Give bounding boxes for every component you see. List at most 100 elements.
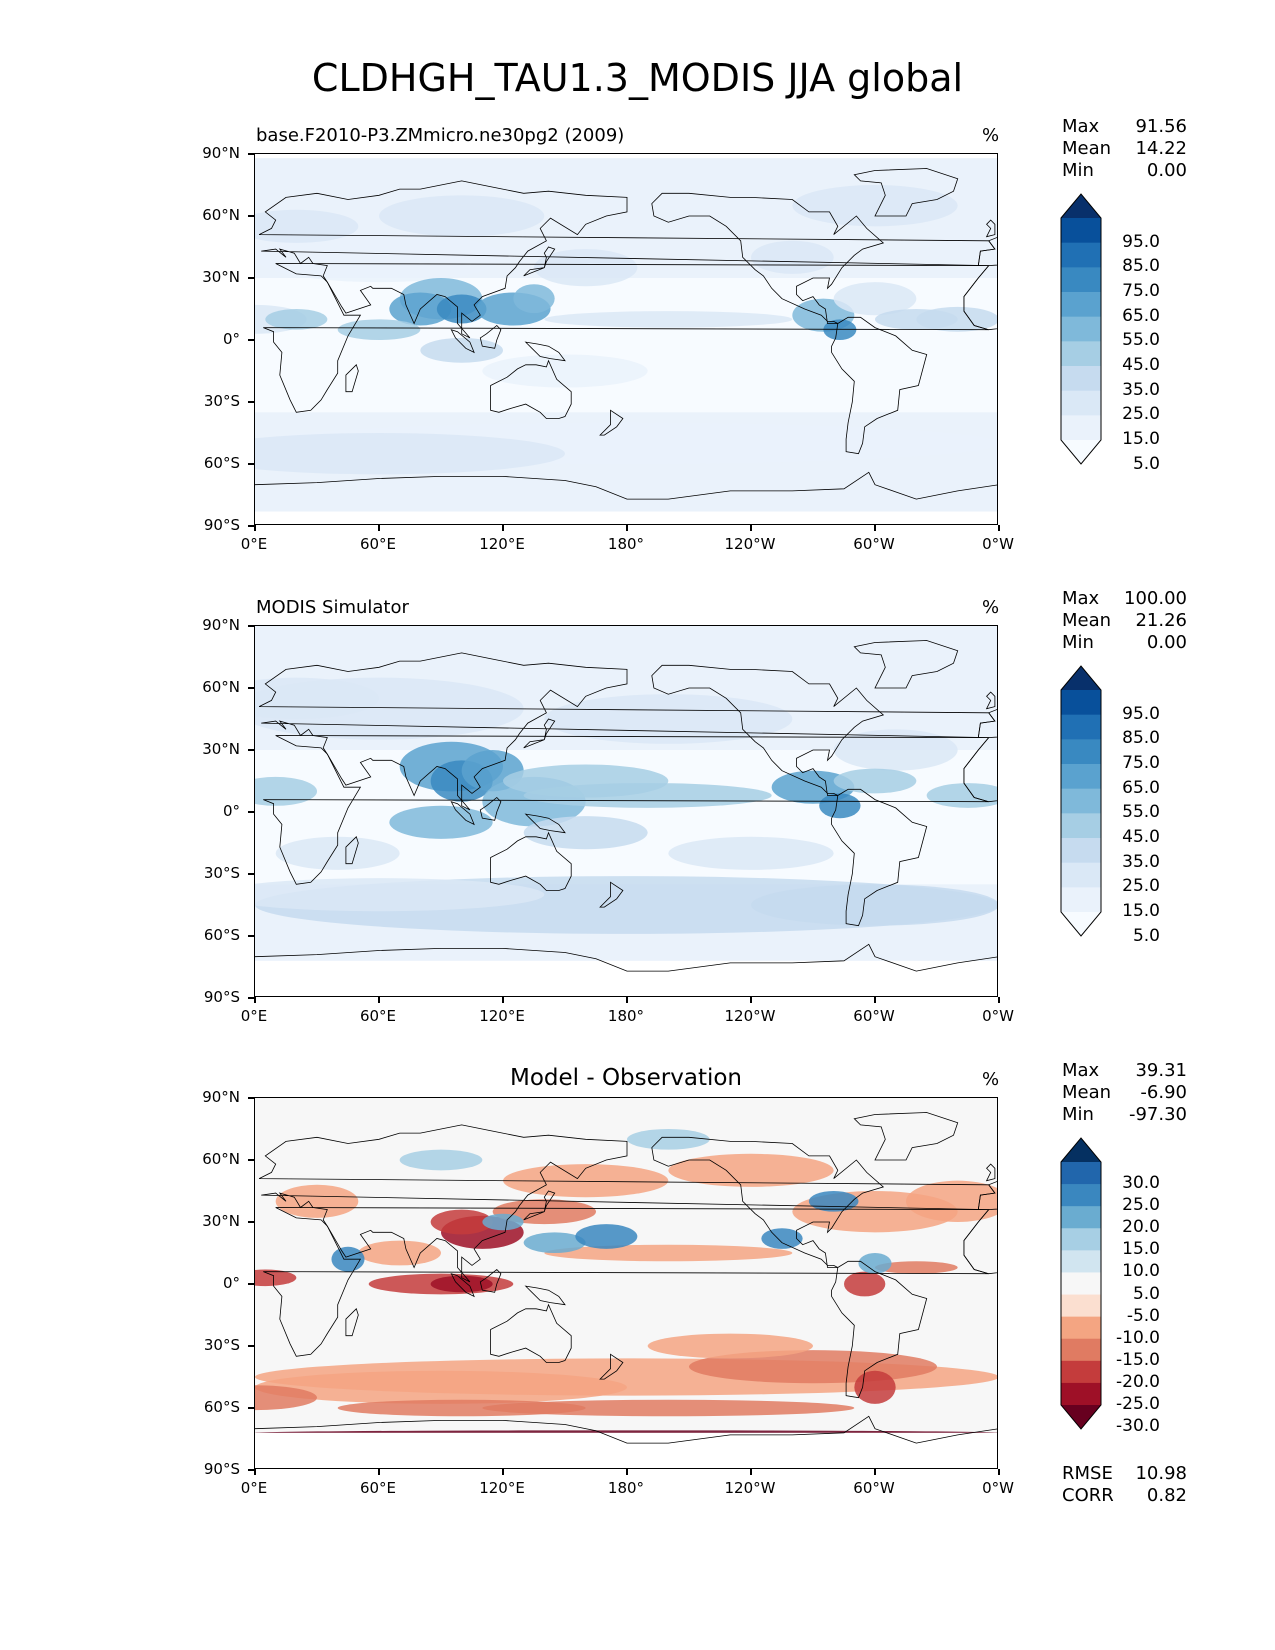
coastline-iberia-wrap bbox=[977, 709, 997, 738]
metric-corr-value: 0.82 bbox=[1146, 1485, 1187, 1506]
lat-tick-label: 60°S bbox=[203, 1398, 240, 1416]
colorbar-swatch bbox=[1061, 1294, 1101, 1318]
lon-tick-mark bbox=[750, 997, 752, 1003]
lon-tick-label: 0°E bbox=[240, 1007, 268, 1025]
lon-tick-mark bbox=[626, 525, 628, 531]
lat-tick-mark bbox=[248, 215, 254, 217]
lat-tick-label: 0° bbox=[222, 1274, 240, 1292]
colorbar-swatch bbox=[1061, 1360, 1101, 1384]
colorbar-tick-label: 95.0 bbox=[1122, 703, 1160, 724]
lat-tick-label: 90°S bbox=[203, 988, 240, 1006]
colorbar-swatch bbox=[1061, 1316, 1101, 1340]
coastline-new-guinea bbox=[524, 341, 566, 362]
coastlines bbox=[255, 640, 997, 972]
colorbar-tick-label: 45.0 bbox=[1122, 355, 1160, 375]
lon-tick-mark bbox=[502, 997, 504, 1003]
colorbar-extend-max bbox=[1061, 1138, 1101, 1162]
colorbar-swatch bbox=[1061, 1162, 1101, 1185]
coastline-uk bbox=[985, 1163, 996, 1182]
coastline-uk bbox=[985, 219, 996, 238]
coastline-antarctica bbox=[255, 943, 997, 972]
lat-tick-mark bbox=[248, 1283, 254, 1285]
colorbar-tick-label: 25.0 bbox=[1122, 404, 1160, 425]
lon-tick-mark bbox=[502, 1469, 504, 1475]
stat-max-value: 100.00 bbox=[1124, 588, 1187, 609]
lat-tick-mark bbox=[248, 1097, 254, 1099]
lon-tick-label: 120°W bbox=[724, 1479, 776, 1497]
coastline-australia bbox=[490, 359, 572, 419]
map-panel bbox=[254, 153, 998, 525]
coastline-japan bbox=[523, 1190, 556, 1221]
colorbar-swatch bbox=[1061, 366, 1101, 392]
stat-min-label: Min bbox=[1062, 632, 1094, 653]
colorbar-tick-label: 15.0 bbox=[1122, 429, 1160, 449]
coastline-new-guinea bbox=[524, 813, 566, 834]
colorbar-swatch bbox=[1061, 1228, 1101, 1251]
colorbar-tick-label: 10.0 bbox=[1122, 1261, 1160, 1282]
colorbar-extend-min bbox=[1061, 912, 1101, 936]
colorbar-tick-label: -5.0 bbox=[1126, 1305, 1160, 1326]
coastline-eurasia bbox=[258, 180, 996, 339]
lon-tick-mark bbox=[874, 1469, 876, 1475]
metric-corr-label: CORR bbox=[1062, 1485, 1114, 1506]
coastline-nz bbox=[599, 1353, 624, 1380]
lat-tick-label: 60°N bbox=[202, 1150, 240, 1168]
lat-tick-mark bbox=[248, 935, 254, 937]
coastline-eurasia bbox=[258, 652, 996, 811]
colorbar-tick-label: 5.0 bbox=[1132, 453, 1160, 474]
lat-tick-label: 60°N bbox=[202, 678, 240, 696]
map-panel bbox=[254, 1097, 998, 1469]
colorbar-swatch bbox=[1061, 739, 1101, 765]
lon-tick-label: 180° bbox=[607, 1007, 645, 1025]
lon-tick-label: 0°W bbox=[982, 535, 1014, 553]
lon-tick-label: 180° bbox=[607, 535, 645, 553]
units-label: % bbox=[982, 597, 1000, 618]
colorbar bbox=[1060, 1137, 1102, 1430]
colorbar-tick-label: 15.0 bbox=[1122, 901, 1160, 921]
lat-tick-mark bbox=[248, 401, 254, 403]
lat-tick-mark bbox=[248, 997, 254, 999]
lat-tick-label: 90°N bbox=[202, 144, 240, 162]
metric-rmse-value: 10.98 bbox=[1135, 1463, 1187, 1484]
colorbar-swatch bbox=[1061, 690, 1101, 716]
lon-tick-mark bbox=[626, 997, 628, 1003]
stat-mean-label: Mean bbox=[1062, 1082, 1112, 1103]
map-contour-field bbox=[255, 154, 997, 524]
coastline-north-america bbox=[651, 192, 885, 324]
lon-tick-label: 60°E bbox=[359, 1479, 397, 1497]
coastline-south-america bbox=[831, 788, 928, 927]
coastline-borneo bbox=[479, 796, 502, 821]
lat-tick-mark bbox=[248, 1221, 254, 1223]
colorbar-swatch bbox=[1061, 714, 1101, 740]
colorbar-tick-label: 65.0 bbox=[1122, 777, 1160, 798]
lon-tick-label: 60°W bbox=[853, 1479, 895, 1497]
coastline-borneo bbox=[479, 324, 502, 349]
lon-tick-mark bbox=[254, 525, 256, 531]
stat-max-label: Max bbox=[1062, 116, 1100, 137]
lon-tick-label: 60°W bbox=[853, 535, 895, 553]
lon-tick-label: 0°W bbox=[982, 1007, 1014, 1025]
colorbar-swatch bbox=[1061, 218, 1101, 244]
panel-title: base.F2010-P3.ZMmicro.ne30pg2 (2009) bbox=[256, 125, 625, 146]
lon-tick-label: 0°E bbox=[240, 1479, 268, 1497]
colorbar-swatch bbox=[1061, 1184, 1101, 1207]
lat-tick-mark bbox=[248, 339, 254, 341]
lon-tick-label: 0°E bbox=[240, 535, 268, 553]
colorbar-swatch bbox=[1061, 415, 1101, 441]
stat-min-label: Min bbox=[1062, 1104, 1094, 1125]
stat-min-label: Min bbox=[1062, 160, 1094, 181]
stat-max-value: 39.31 bbox=[1135, 1060, 1187, 1081]
colorbar-swatch bbox=[1061, 292, 1101, 318]
coastlines bbox=[255, 168, 997, 500]
lon-tick-mark bbox=[254, 1469, 256, 1475]
stat-mean-value: -6.90 bbox=[1140, 1082, 1187, 1103]
lat-tick-label: 60°S bbox=[203, 926, 240, 944]
colorbar-swatch bbox=[1061, 862, 1101, 888]
coastline-greenland bbox=[853, 640, 959, 689]
stat-max-value: 91.56 bbox=[1135, 116, 1187, 137]
coastline-madagascar bbox=[345, 1308, 359, 1337]
colorbar-tick-label: 25.0 bbox=[1122, 1195, 1160, 1216]
coastline-antarctica bbox=[255, 1415, 997, 1444]
lat-tick-label: 0° bbox=[222, 802, 240, 820]
colorbar-extend-min bbox=[1061, 1405, 1101, 1429]
